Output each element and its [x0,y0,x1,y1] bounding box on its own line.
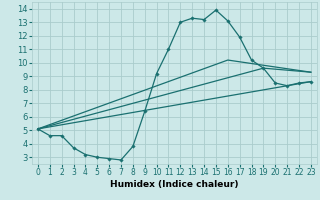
X-axis label: Humidex (Indice chaleur): Humidex (Indice chaleur) [110,180,239,189]
